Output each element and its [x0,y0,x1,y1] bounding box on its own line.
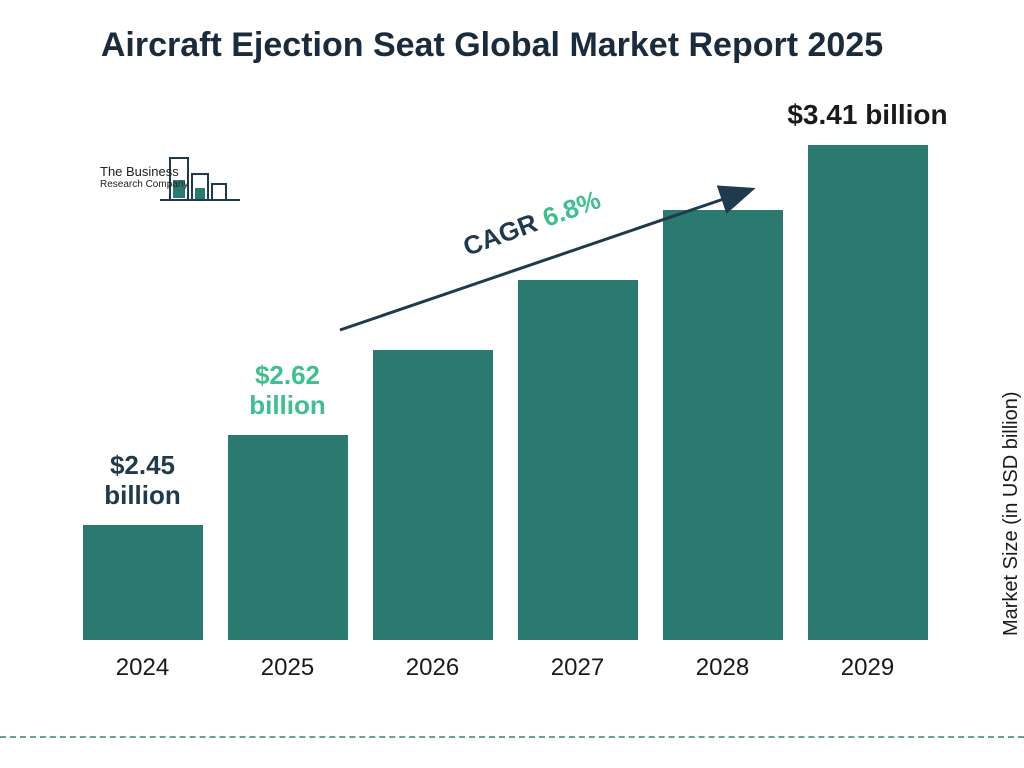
bar-rect [373,350,493,640]
chart-title: Aircraft Ejection Seat Global Market Rep… [0,24,984,67]
xlabel-2029: 2029 [795,646,940,690]
bars-container: $2.45 billion $2.62 billion $3.41 billio… [70,130,940,640]
bar-2027 [505,280,650,640]
bar-2029: $3.41 billion [795,145,940,640]
bottom-divider [0,736,1024,738]
xlabel-2027: 2027 [505,646,650,690]
value-label-2025: $2.62 billion [228,361,348,421]
y-axis-label: Market Size (in USD billion) [1001,392,1024,637]
xlabel-2026: 2026 [360,646,505,690]
bar-rect [228,435,348,640]
bar-2026 [360,350,505,640]
xlabel-2024: 2024 [70,646,215,690]
xlabel-2025: 2025 [215,646,360,690]
bar-rect [808,145,928,640]
bar-rect [663,210,783,640]
bar-chart: $2.45 billion $2.62 billion $3.41 billio… [70,130,940,690]
value-label-2029: $3.41 billion [787,99,947,131]
bar-2025: $2.62 billion [215,435,360,640]
bar-2028 [650,210,795,640]
value-label-2024: $2.45 billion [83,451,203,511]
bar-rect [83,525,203,640]
bar-2024: $2.45 billion [70,525,215,640]
xlabel-2028: 2028 [650,646,795,690]
bar-rect [518,280,638,640]
x-axis-labels: 2024 2025 2026 2027 2028 2029 [70,646,940,690]
